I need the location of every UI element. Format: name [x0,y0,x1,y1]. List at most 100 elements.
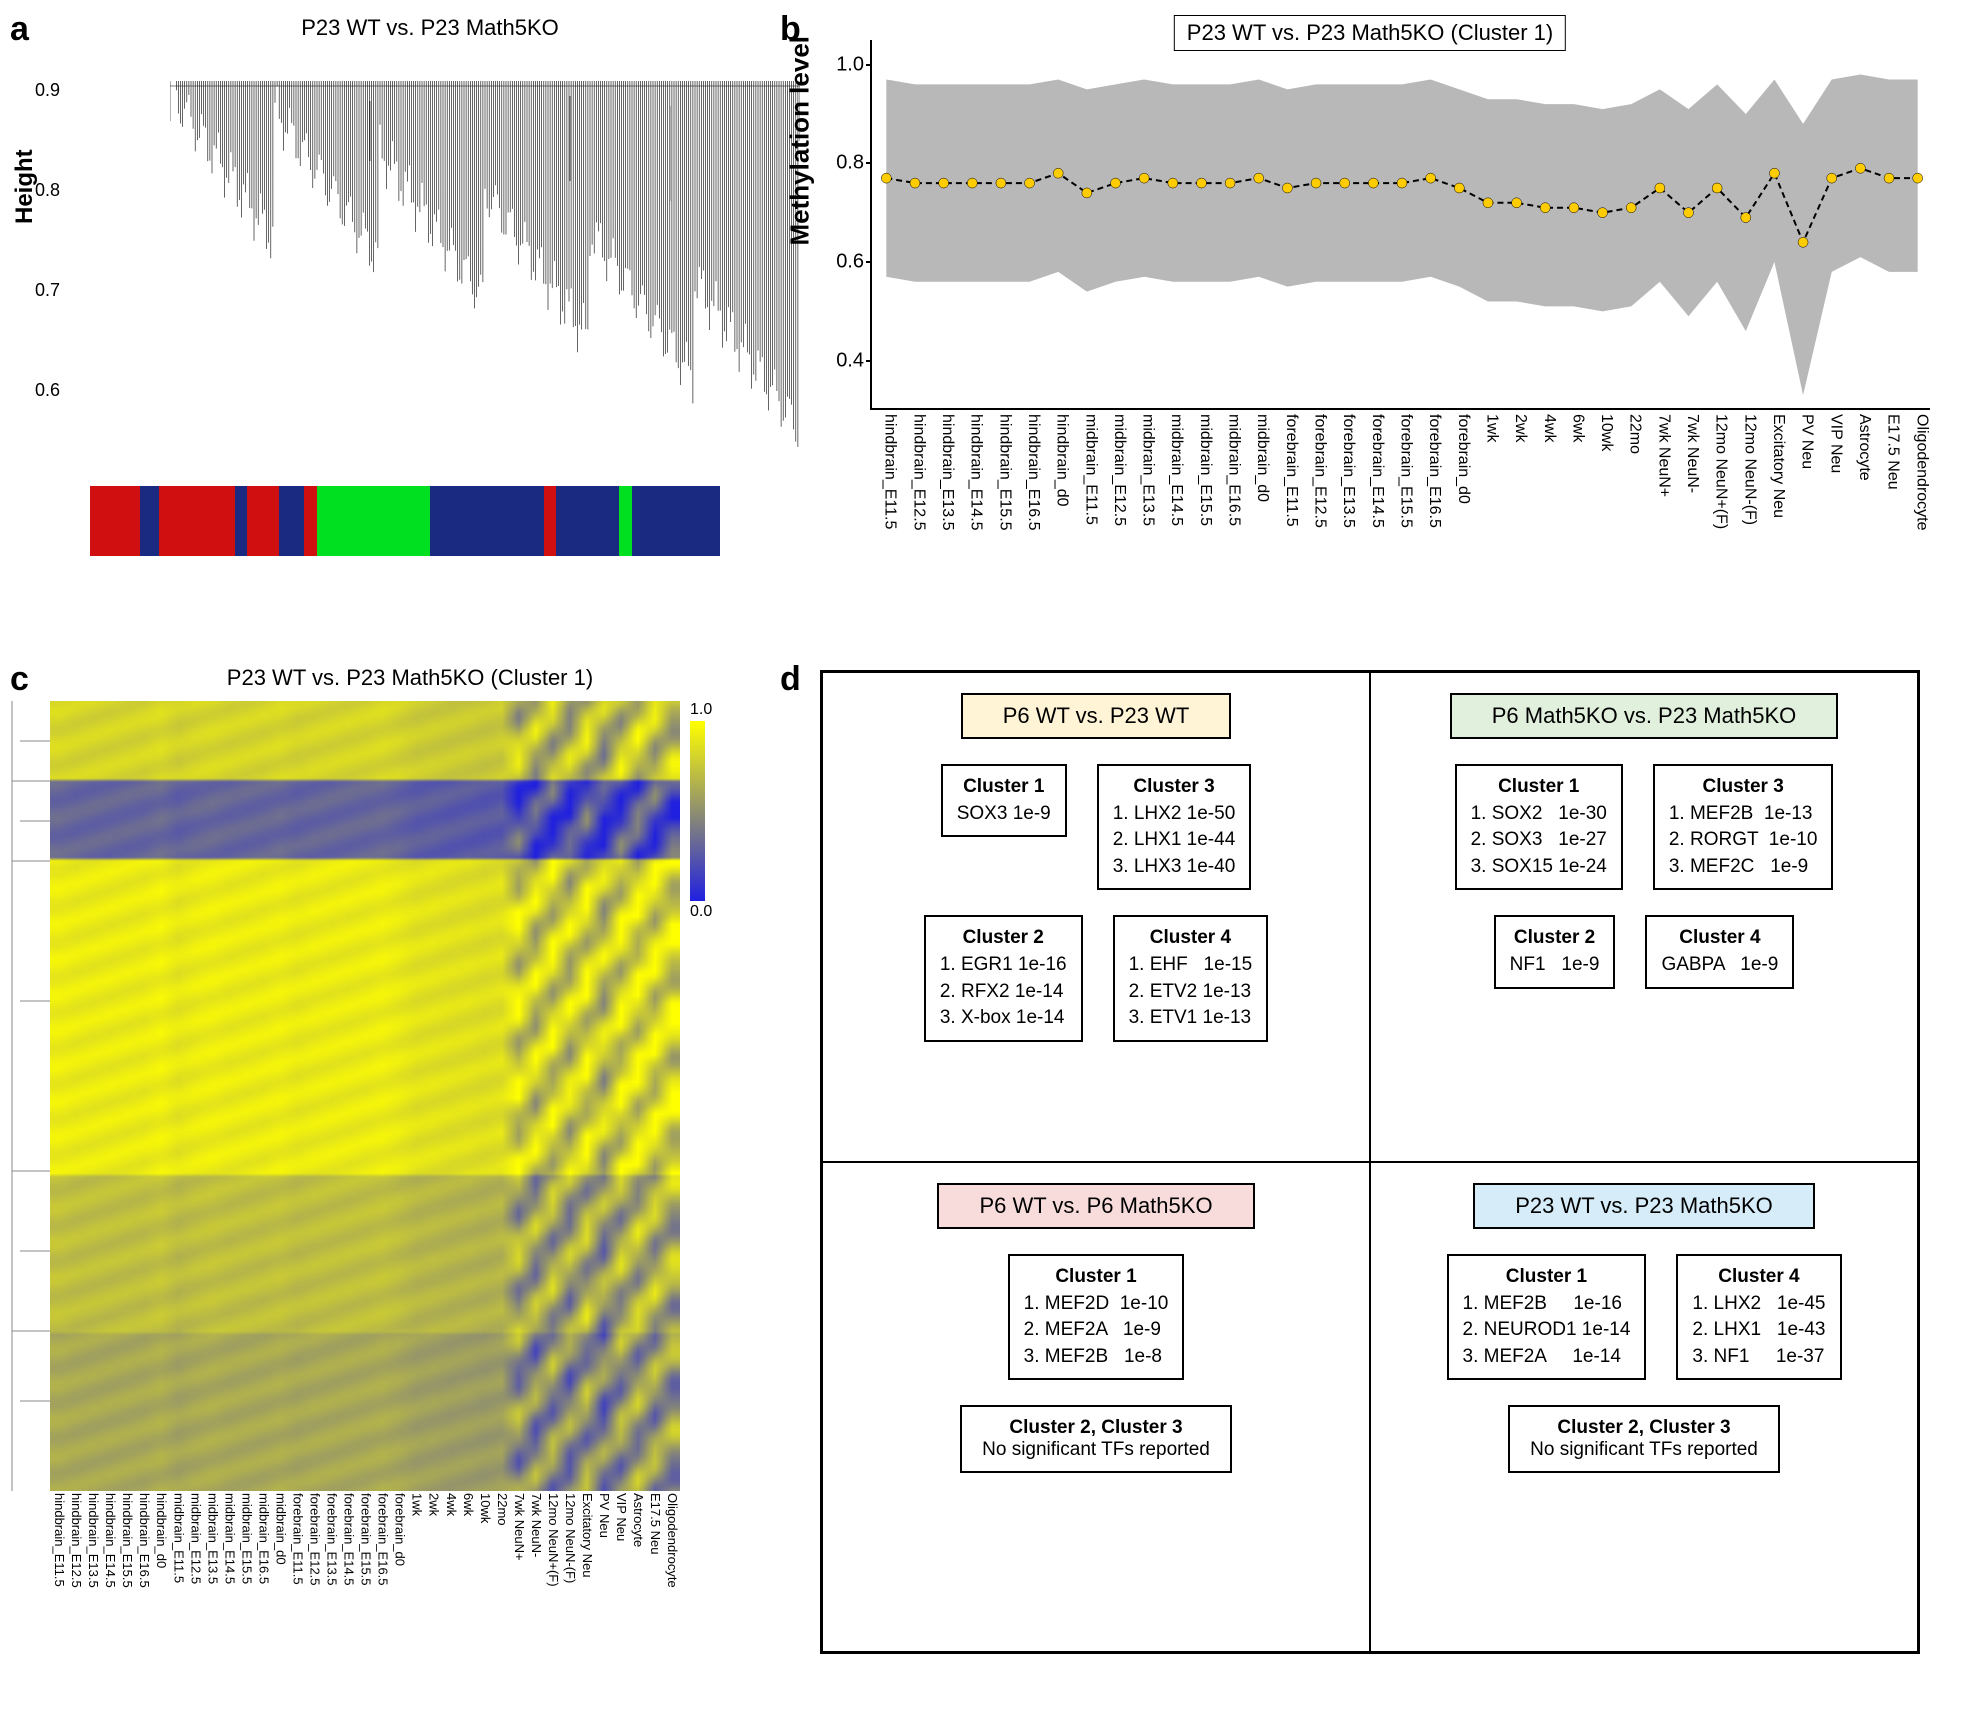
xlabel: 6wk [1558,410,1587,531]
xlabel: hindbrain_d0 [1042,410,1071,531]
ytick: 1.0 [836,53,864,76]
xlabel: 12mo NeuN-(F) [561,1491,578,1588]
xlabel: hindbrain_E14.5 [101,1491,118,1588]
xlabel: 12mo NeuN+(F) [1701,410,1730,531]
cluster-box: Cluster 31. MEF2B 1e-132. RORGT 1e-103. … [1653,764,1834,890]
panel-d-grid: P6 WT vs. P23 WTCluster 1SOX3 1e-9Cluste… [820,670,1920,1654]
cluster-box: Cluster 21. EGR1 1e-162. RFX2 1e-143. X-… [924,915,1083,1041]
cluster-box: Cluster 31. LHX2 1e-502. LHX1 1e-443. LH… [1097,764,1252,890]
quadrant-title: P6 WT vs. P6 Math5KO [937,1183,1254,1229]
xlabel: 22mo [493,1491,510,1588]
colorbar-min: 0.0 [690,903,750,921]
panel-d-label: d [780,660,801,699]
xlabel: hindbrain_E16.5 [1013,410,1042,531]
xlabel: Oligodendrocyte [1902,410,1931,531]
panel-a-label: a [10,10,29,49]
cluster-segment [632,486,720,556]
panel-c-xlabels: hindbrain_E11.5hindbrain_E12.5hindbrain_… [50,1491,680,1588]
ytick: 0.8 [35,180,60,201]
methylation-svg [872,40,1932,410]
xlabel: 10wk [1586,410,1615,531]
dendrogram-svg [170,81,800,481]
xlabel: 7wk NeuN+ [510,1491,527,1588]
xlabel: E17.5 Neu [646,1491,663,1588]
xlabel: forebrain_E15.5 [1386,410,1415,531]
quadrant: P23 WT vs. P23 Math5KOCluster 11. MEF2B … [1370,1162,1918,1652]
xlabel: hindbrain_E12.5 [67,1491,84,1588]
cluster-segment [304,486,317,556]
xlabel: forebrain_E14.5 [1357,410,1386,531]
cluster-segment [317,486,430,556]
xlabel: 7wk NeuN- [527,1491,544,1588]
xlabel: 12mo NeuN-(F) [1730,410,1759,531]
xlabel: midbrain_E11.5 [169,1491,186,1588]
cluster-box: Cluster 1SOX3 1e-9 [941,764,1067,837]
xlabel: midbrain_E12.5 [1099,410,1128,531]
xlabel: 2wk [1500,410,1529,531]
ytick: 0.6 [35,380,60,401]
cluster-segment [247,486,279,556]
xlabel: midbrain_E13.5 [1128,410,1157,531]
quadrant: P6 Math5KO vs. P23 Math5KO Cluster 11. SO… [1370,672,1918,1162]
nosig-box: Cluster 2, Cluster 3No significant TFs r… [960,1405,1232,1473]
xlabel: hindbrain_E15.5 [118,1491,135,1588]
xlabel: Oligodendrocyte [663,1491,680,1588]
xlabel: hindbrain_E12.5 [899,410,928,531]
xlabel: forebrain_E12.5 [305,1491,322,1588]
heatmap-row-dendro [10,701,50,1491]
panel-a-chart [90,51,720,481]
xlabel: 7wk NeuN+ [1644,410,1673,531]
quadrant: P6 WT vs. P23 WTCluster 1SOX3 1e-9Cluste… [822,672,1370,1162]
cluster-segment [279,486,304,556]
xlabel: forebrain_E13.5 [1329,410,1358,531]
xlabel: hindbrain_E13.5 [927,410,956,531]
xlabel: forebrain_E14.5 [340,1491,357,1588]
heatmap-canvas [50,701,680,1491]
quadrant-title: P23 WT vs. P23 Math5KO [1473,1183,1815,1229]
xlabel: midbrain_E16.5 [1214,410,1243,531]
panel-a-dendrogram: a P23 WT vs. P23 Math5KO Height 0.60.70.… [10,10,770,650]
xlabel: midbrain_E14.5 [1157,410,1186,531]
xlabel: forebrain_d0 [391,1491,408,1588]
xlabel: hindbrain_d0 [152,1491,169,1588]
xlabel: 1wk [408,1491,425,1588]
xlabel: Astrocyte [629,1491,646,1588]
xlabel: 4wk [442,1491,459,1588]
cluster-box: Cluster 11. SOX2 1e-302. SOX3 1e-273. SO… [1455,764,1623,890]
xlabel: E17.5 Neu [1873,410,1902,531]
xlabel: VIP Neu [1816,410,1845,531]
cluster-box: Cluster 41. EHF 1e-152. ETV2 1e-133. ETV… [1113,915,1269,1041]
xlabel: forebrain_E16.5 [1414,410,1443,531]
cluster-segment [619,486,632,556]
xlabel: forebrain_E12.5 [1300,410,1329,531]
xlabel: hindbrain_E13.5 [84,1491,101,1588]
ytick: 0.7 [35,280,60,301]
xlabel: midbrain_E16.5 [254,1491,271,1588]
colorbar-gradient [690,721,705,901]
xlabel: midbrain_E15.5 [237,1491,254,1588]
xlabel: midbrain_E15.5 [1185,410,1214,531]
xlabel: Excitatory Neu [1758,410,1787,531]
cluster-segment [544,486,557,556]
xlabel: 10wk [476,1491,493,1588]
xlabel: 12mo NeuN+(F) [544,1491,561,1588]
xlabel: forebrain_E16.5 [374,1491,391,1588]
xlabel: 4wk [1529,410,1558,531]
xlabel: hindbrain_E11.5 [50,1491,67,1588]
cluster-box: Cluster 41. LHX2 1e-452. LHX1 1e-433. NF… [1676,1254,1841,1380]
cluster-segment [140,486,159,556]
xlabel: Excitatory Neu [578,1491,595,1588]
xlabel: 2wk [425,1491,442,1588]
cluster-box: Cluster 2NF1 1e-9 [1494,915,1616,988]
quadrant: P6 WT vs. P6 Math5KO Cluster 11. MEF2D 1e… [822,1162,1370,1652]
ytick: 0.8 [836,152,864,175]
cluster-segment [159,486,235,556]
xlabel: midbrain_E14.5 [220,1491,237,1588]
cluster-box: Cluster 11. MEF2D 1e-102. MEF2A 1e-93. M… [1008,1254,1185,1380]
xlabel: PV Neu [595,1491,612,1588]
panel-b-chart: 0.40.60.81.0 [870,40,1930,410]
ytick: 0.4 [836,349,864,372]
xlabel: forebrain_E13.5 [323,1491,340,1588]
quadrant-title: P6 Math5KO vs. P23 Math5KO [1450,693,1838,739]
xlabel: midbrain_d0 [271,1491,288,1588]
